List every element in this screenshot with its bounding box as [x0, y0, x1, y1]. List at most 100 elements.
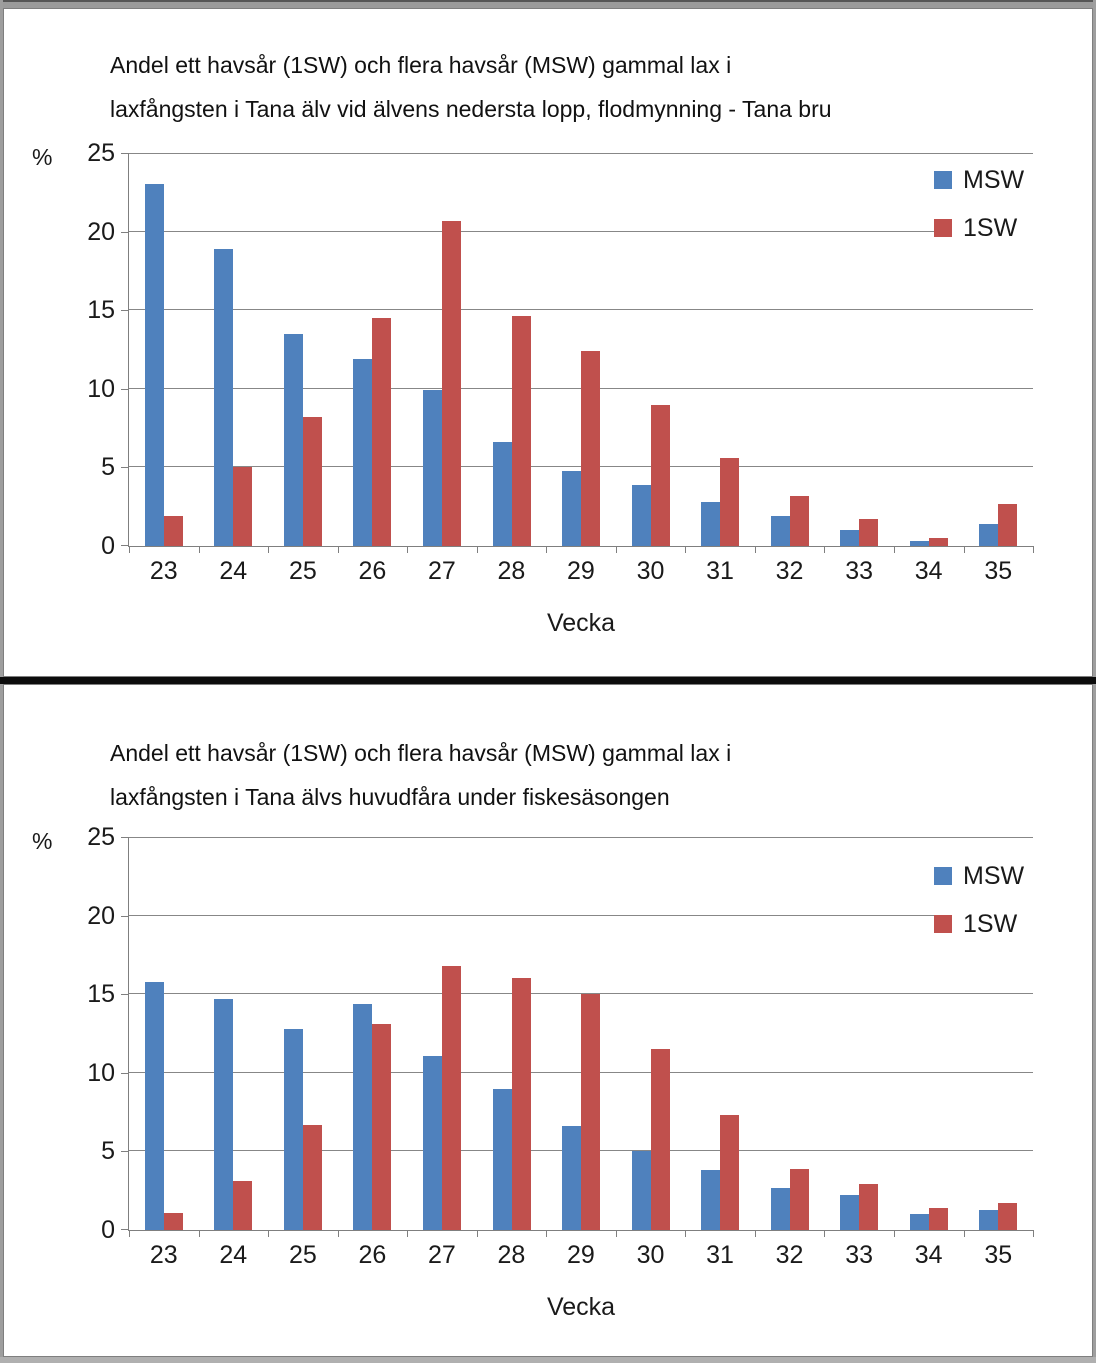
bar-1sw-week-34: [928, 1208, 948, 1230]
x-tick-mark: [268, 546, 270, 553]
y-tick-mark: [121, 994, 129, 996]
gridline: [129, 993, 1033, 995]
bar-msw-week-27: [422, 390, 442, 546]
x-tick-label: 32: [775, 557, 804, 585]
x-tick-label: 28: [497, 557, 526, 585]
x-tick-mark: [476, 546, 478, 553]
x-tick-mark: [198, 546, 200, 553]
y-tick-label: 25: [87, 139, 115, 167]
y-tick-mark: [121, 310, 129, 312]
x-tick-label: 34: [914, 557, 943, 585]
x-tick-label: 35: [984, 1241, 1013, 1269]
bar-msw-week-32: [770, 516, 790, 546]
x-tick-mark: [754, 546, 756, 553]
x-tick-mark: [337, 1230, 339, 1237]
bar-msw-week-29: [562, 1126, 581, 1230]
y-tick-label: 15: [87, 980, 115, 1009]
x-tick-label: 26: [358, 557, 387, 585]
bar-msw-week-25: [283, 334, 303, 546]
x-tick-mark: [893, 546, 895, 553]
x-tick-label: 23: [149, 557, 178, 585]
bar-1sw-week-35: [998, 504, 1018, 546]
x-tick-mark: [337, 546, 339, 553]
legend-swatch-msw: [934, 867, 952, 885]
panel-divider: [0, 677, 1096, 684]
bar-1sw-week-27: [441, 966, 461, 1230]
x-tick-mark: [824, 1230, 826, 1237]
y-tick-mark: [121, 545, 129, 546]
bar-1sw-week-28: [511, 316, 531, 546]
bar-1sw-week-31: [720, 1115, 740, 1230]
x-tick-label: 27: [428, 557, 456, 585]
legend-label: MSW: [963, 862, 1025, 890]
legend-item-msw: MSW: [934, 863, 1024, 889]
gridline: [129, 230, 1033, 232]
bar-msw-week-30: [631, 485, 651, 546]
x-tick-label: 33: [845, 557, 874, 585]
chart-panel-bottom: Andel ett havsår (1SW) och flera havsår …: [3, 684, 1093, 1357]
bar-1sw-week-30: [650, 405, 670, 546]
bar-msw-week-34: [909, 1214, 929, 1230]
x-tick-mark: [546, 1230, 548, 1237]
x-tick-label: 24: [219, 557, 248, 585]
x-tick-label: 26: [358, 1241, 387, 1269]
bar-msw-week-24: [214, 249, 234, 546]
x-tick-label: 34: [914, 1241, 943, 1269]
bar-msw-week-32: [770, 1188, 790, 1230]
bar-msw-week-26: [353, 359, 373, 546]
x-tick-mark: [963, 546, 965, 553]
x-tick-label: 24: [219, 1241, 248, 1269]
bar-1sw-week-26: [372, 1024, 392, 1230]
y-tick-label: 25: [87, 823, 115, 851]
x-tick-label: 28: [497, 1241, 526, 1269]
x-tick-mark: [963, 1230, 965, 1237]
legend-item-1sw: 1SW: [934, 911, 1017, 937]
bar-1sw-week-30: [650, 1049, 670, 1230]
legend-item-1sw: 1SW: [934, 215, 1017, 241]
x-axis-label: Vecka: [546, 609, 616, 637]
x-axis-label: Vecka: [546, 1293, 616, 1321]
bar-msw-week-28: [492, 442, 512, 546]
x-tick-label: 23: [149, 1241, 178, 1269]
y-tick-mark: [121, 1229, 129, 1230]
bar-1sw-week-29: [581, 351, 600, 546]
bar-1sw-week-28: [511, 978, 531, 1230]
legend: MSW 1SW: [934, 167, 1033, 245]
x-tick-label: 27: [428, 1241, 456, 1269]
y-tick-label: 20: [87, 901, 115, 930]
bar-1sw-week-31: [720, 458, 740, 546]
y-tick-mark: [121, 837, 129, 838]
chart-title-line: laxfångsten i Tana älvs huvudfåra under …: [110, 784, 670, 810]
chart-title-line: Andel ett havsår (1SW) och flera havsår …: [110, 740, 732, 766]
gridline: [129, 837, 1033, 838]
x-tick-mark: [129, 546, 130, 553]
y-tick-label: 10: [87, 374, 115, 403]
bar-msw-week-28: [492, 1089, 512, 1230]
x-tick-mark: [1033, 546, 1034, 553]
x-tick-label: 29: [567, 1241, 595, 1269]
bar-msw-week-35: [979, 524, 999, 546]
bar-1sw-week-23: [163, 516, 183, 546]
x-tick-label: 31: [706, 557, 734, 585]
legend-swatch-msw: [934, 171, 952, 189]
plot-area: 0 5 10 15 20 25 23 24 25 26 27 28 29 30 31 32 33 34 35 Veck…: [87, 139, 1034, 637]
page-frame-top: [0, 0, 1096, 8]
bar-1sw-week-27: [441, 221, 461, 546]
bar-1sw-week-35: [998, 1203, 1018, 1230]
y-tick-label: 20: [87, 217, 115, 246]
x-tick-mark: [615, 1230, 617, 1237]
gridline: [129, 309, 1033, 311]
x-tick-label: 25: [288, 1241, 317, 1269]
x-tick-label: 29: [567, 557, 595, 585]
y-tick-mark: [121, 231, 129, 233]
x-tick-mark: [407, 1230, 409, 1237]
legend: MSW 1SW: [934, 863, 1033, 941]
chart-title: Andel ett havsår (1SW) och flera havsår …: [110, 43, 1050, 131]
bar-1sw-week-23: [163, 1213, 183, 1230]
y-tick-label: 5: [101, 1137, 115, 1166]
y-tick-label: 10: [87, 1058, 115, 1087]
x-tick-mark: [893, 1230, 895, 1237]
x-tick-mark: [824, 546, 826, 553]
gridline: [129, 914, 1033, 916]
y-tick-mark: [121, 1072, 129, 1074]
